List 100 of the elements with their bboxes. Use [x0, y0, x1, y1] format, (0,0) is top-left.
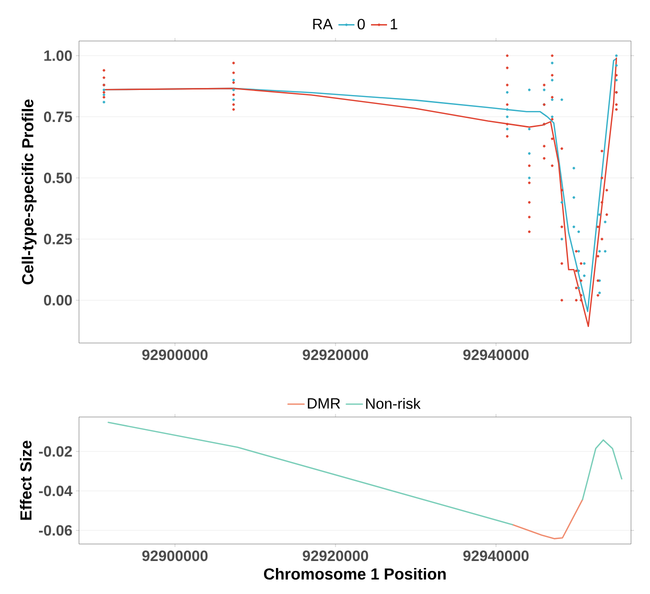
point: [102, 88, 106, 92]
point: [542, 157, 546, 160]
point: [506, 128, 509, 130]
point: [560, 238, 564, 240]
x-axis-title: Chromosome 1 Position: [264, 568, 446, 580]
point: [615, 108, 618, 111]
point: [102, 93, 106, 96]
point: [560, 298, 564, 302]
point: [550, 116, 554, 118]
point: [528, 88, 531, 92]
point: [102, 91, 106, 94]
point: [550, 164, 554, 168]
point: [604, 250, 606, 253]
point: [528, 216, 531, 218]
point: [506, 54, 509, 57]
point: [550, 54, 554, 57]
legend-label: 1: [390, 18, 398, 30]
point: [102, 100, 106, 104]
x-tick-label: 92920000: [302, 350, 368, 360]
point: [615, 78, 618, 82]
point: [542, 144, 546, 148]
y-tick-label: -0.02: [39, 446, 72, 457]
x-tick-label: 92920000: [302, 550, 368, 562]
point: [604, 220, 606, 224]
point: [506, 116, 509, 118]
point: [528, 164, 531, 168]
point: [542, 88, 546, 92]
point: [102, 76, 106, 79]
y-tick-label: 0.25: [44, 234, 72, 244]
point: [605, 213, 608, 216]
point: [506, 103, 509, 106]
point: [577, 230, 580, 234]
point: [600, 150, 604, 152]
point: [232, 103, 235, 106]
point: [506, 91, 509, 94]
point: [550, 96, 554, 99]
point: [600, 176, 604, 180]
y-tick-label: 0.00: [44, 294, 72, 306]
point: [574, 270, 578, 272]
point: [550, 62, 554, 64]
point: [550, 98, 554, 101]
point: [605, 188, 608, 192]
point: [560, 262, 564, 265]
point: [596, 294, 600, 297]
point: [550, 138, 554, 140]
point: [232, 62, 235, 64]
point: [596, 254, 600, 258]
legend-label: DMR: [308, 398, 340, 408]
point: [550, 78, 554, 82]
point: [528, 182, 531, 184]
point: [232, 81, 235, 84]
point: [232, 98, 235, 101]
point: [506, 66, 509, 70]
point: [600, 238, 604, 240]
point: [528, 152, 531, 155]
point: [232, 78, 235, 82]
point: [102, 96, 106, 99]
point: [560, 226, 564, 228]
x-tick-label: 92900000: [142, 350, 208, 360]
legend-label: Non-risk: [366, 398, 421, 409]
point: [598, 292, 601, 294]
line-series: [512, 498, 584, 540]
point: [572, 166, 576, 170]
point: [574, 298, 578, 302]
point: [574, 286, 578, 290]
point: [506, 84, 509, 86]
y-tick-label: -0.06: [39, 525, 72, 536]
point: [583, 262, 586, 265]
y-tick-label: 0.75: [44, 112, 72, 122]
legend-title: RA: [313, 18, 333, 30]
legend-label: 0: [358, 18, 365, 30]
x-tick-label: 92900000: [142, 550, 208, 562]
point: [232, 88, 235, 92]
point: [615, 103, 618, 106]
point: [232, 108, 235, 111]
point: [550, 118, 554, 121]
point: [598, 213, 601, 216]
point: [102, 69, 106, 72]
point: [232, 71, 235, 74]
point: [528, 128, 531, 130]
point: [560, 201, 564, 204]
point: [577, 286, 580, 290]
point: [550, 74, 554, 77]
point: [580, 262, 582, 265]
point: [596, 226, 600, 228]
point: [528, 201, 531, 204]
point: [583, 274, 586, 278]
y-tick-label: -0.04: [39, 486, 72, 496]
point: [577, 250, 580, 253]
point: [528, 176, 531, 180]
point: [560, 98, 564, 101]
point: [574, 250, 578, 253]
y-tick-label: 0.50: [44, 172, 72, 184]
point: [615, 74, 618, 77]
x-tick-label: 92940000: [463, 550, 529, 562]
point: [572, 196, 576, 199]
point: [232, 93, 235, 96]
point: [598, 250, 601, 253]
point: [580, 279, 582, 282]
x-tick-label: 92940000: [463, 350, 529, 360]
